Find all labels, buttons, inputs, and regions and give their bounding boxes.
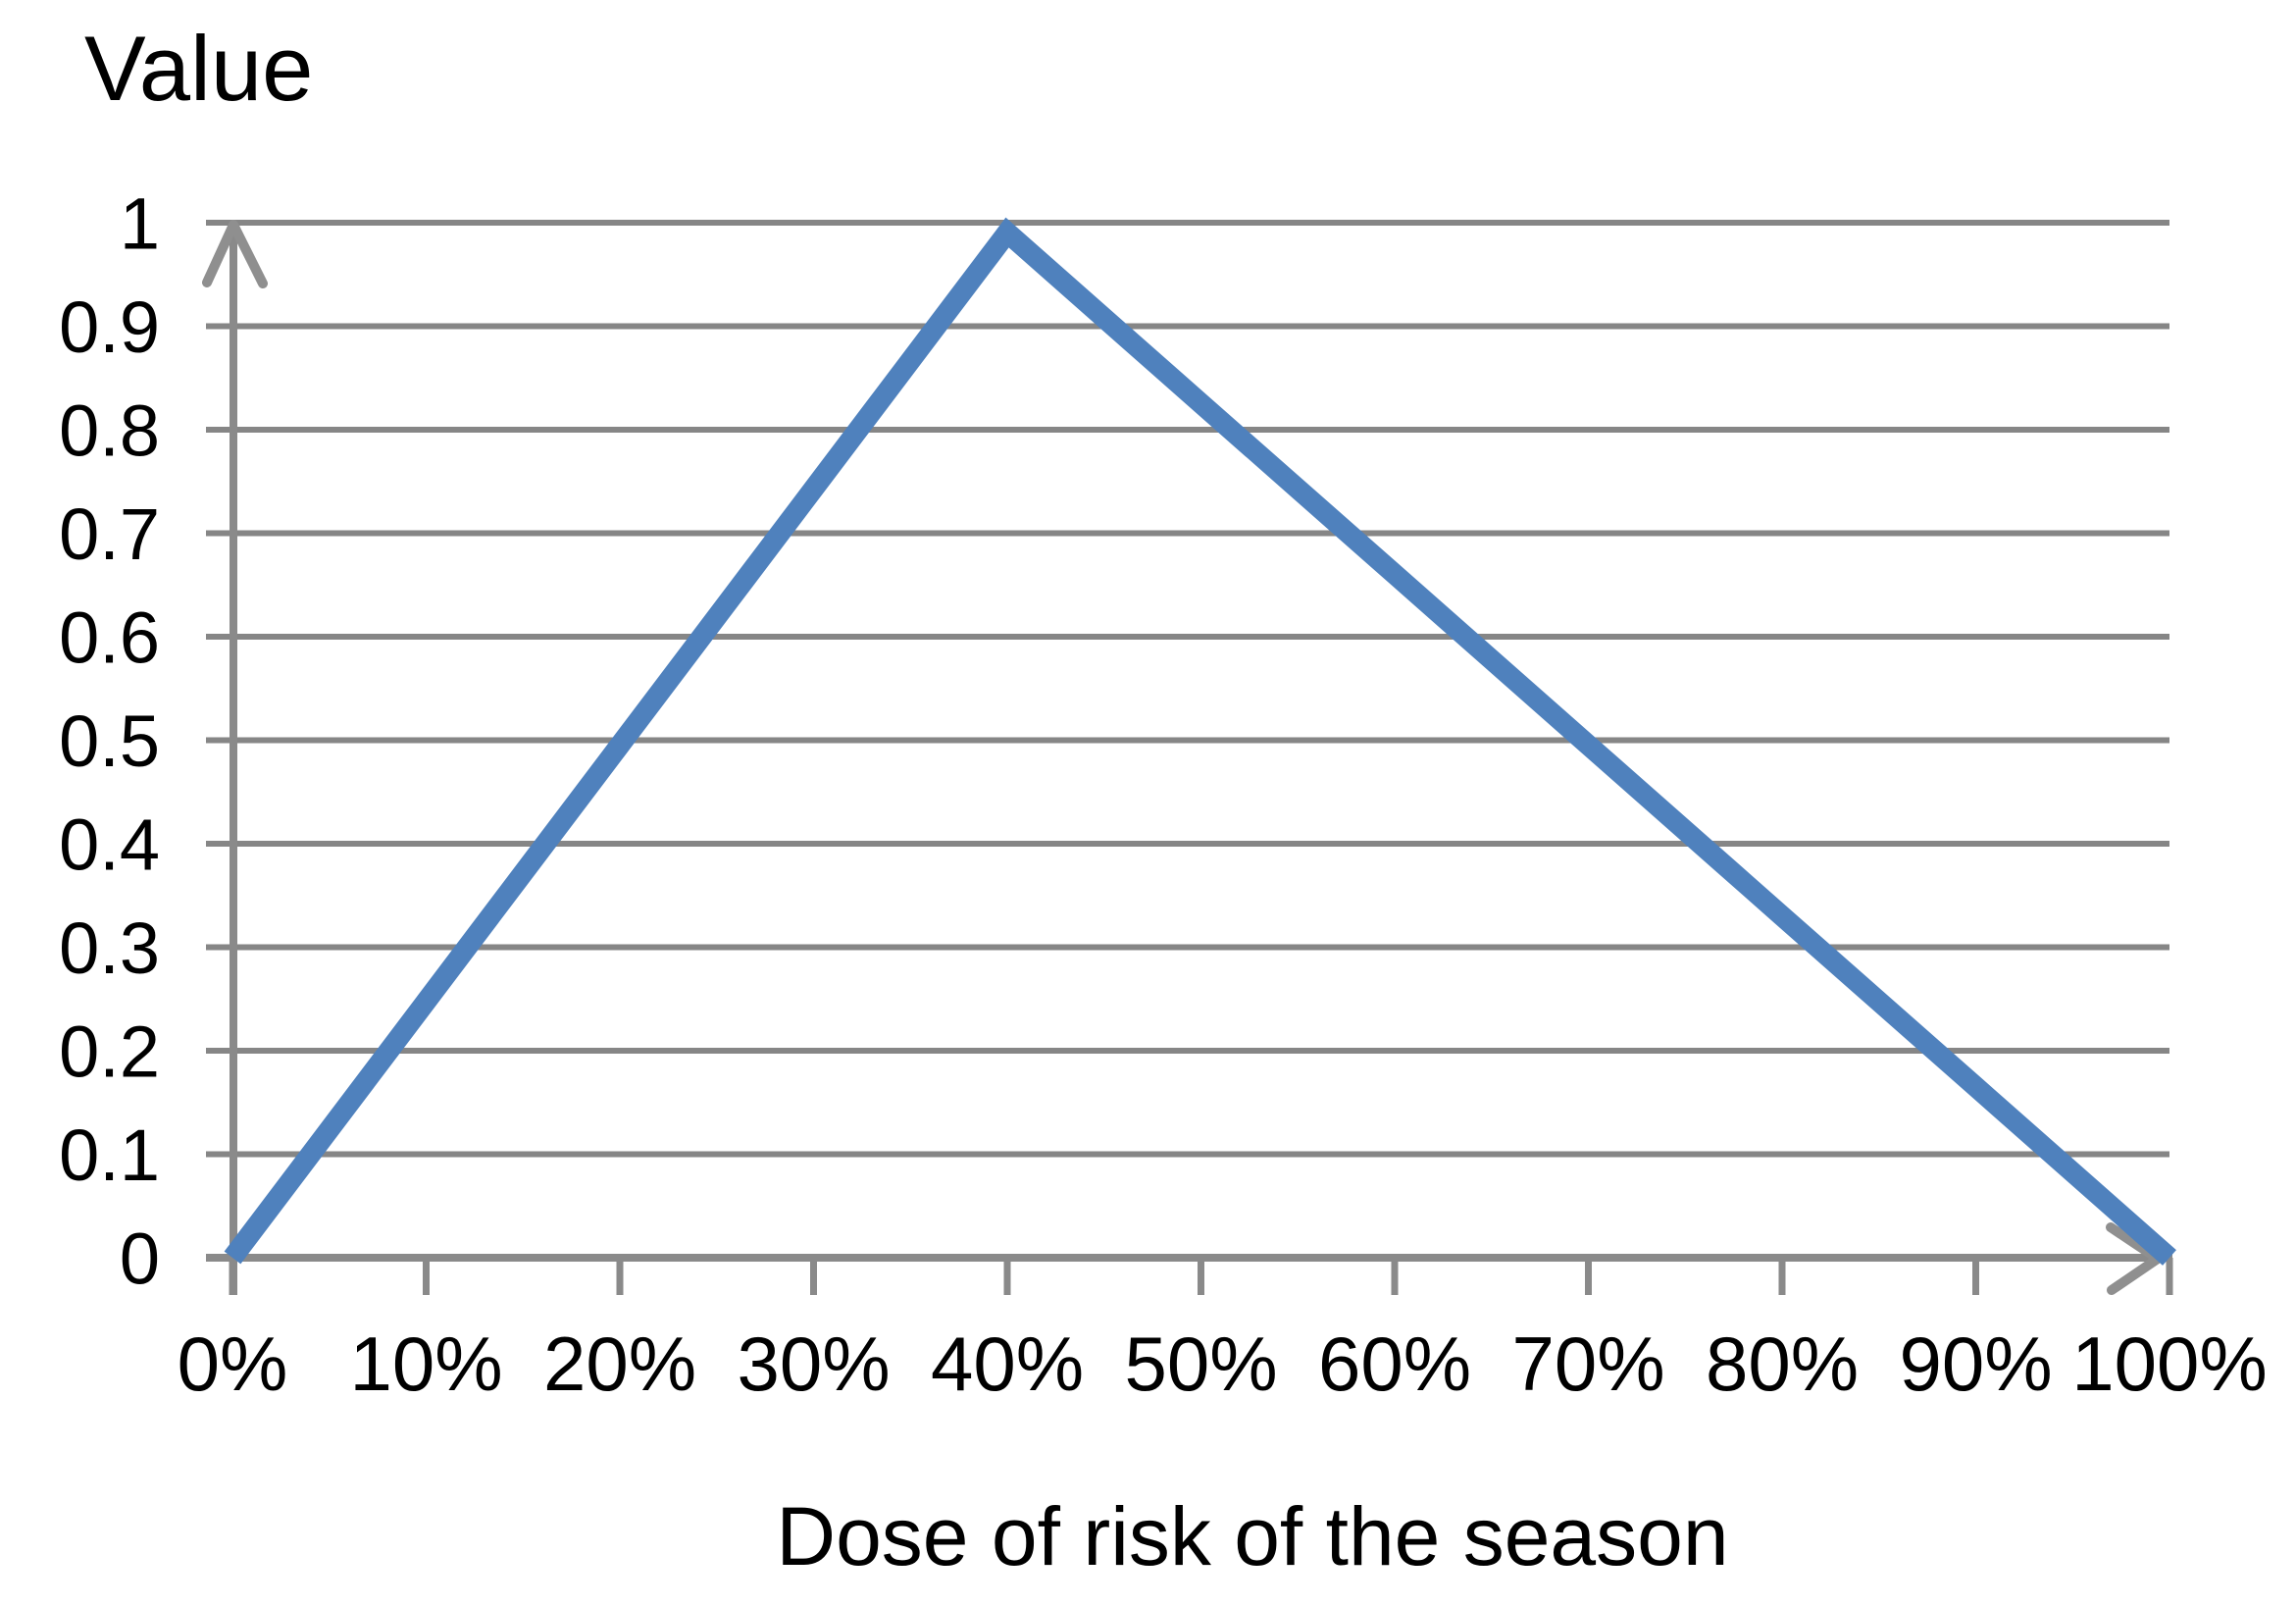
- x-tick-labels: 0% 10% 20% 30% 40% 50% 60% 70% 80% 90% 100%: [178, 1321, 2268, 1407]
- axes: [206, 223, 2172, 1295]
- x-tick-label: 0%: [178, 1321, 288, 1407]
- x-tick-label: 70%: [1511, 1321, 1664, 1407]
- y-tick-label: 0.8: [59, 390, 160, 472]
- y-tick-label: 0.1: [59, 1114, 160, 1196]
- x-tick-label: 20%: [543, 1321, 696, 1407]
- y-tick-label: 0.2: [59, 1011, 160, 1093]
- y-tick-label: 0.3: [59, 907, 160, 989]
- y-axis-title: Value: [84, 17, 314, 120]
- y-tick-label: 0.6: [59, 597, 160, 679]
- x-tick-label: 90%: [1899, 1321, 2052, 1407]
- x-tick-label: 40%: [931, 1321, 1084, 1407]
- y-tick-label: 0.9: [59, 286, 160, 368]
- x-tick-label: 10%: [349, 1321, 502, 1407]
- y-axis-arrow-up-icon: [202, 220, 268, 288]
- y-tick-labels: 0 0.1 0.2 0.3 0.4 0.5 0.6 0.7 0.8 0.9 1: [59, 183, 160, 1300]
- series-line: [224, 217, 2176, 1266]
- y-tick-label: 0.4: [59, 804, 160, 886]
- series-value-line: [224, 217, 2176, 1266]
- x-tick-label: 50%: [1124, 1321, 1277, 1407]
- x-tick-label: 100%: [2071, 1321, 2268, 1407]
- y-tick-label: 0.5: [59, 700, 160, 782]
- y-tick-label: 1: [120, 183, 160, 265]
- y-tick-label: 0: [120, 1218, 160, 1300]
- x-tick-label: 60%: [1318, 1321, 1471, 1407]
- gridlines: [206, 220, 2169, 1158]
- x-tick-label: 80%: [1706, 1321, 1859, 1407]
- x-axis-title: Dose of risk of the season: [776, 1490, 1729, 1582]
- x-tick-label: 30%: [737, 1321, 890, 1407]
- axis-ticks: [229, 1258, 2173, 1295]
- y-tick-label: 0.7: [59, 493, 160, 575]
